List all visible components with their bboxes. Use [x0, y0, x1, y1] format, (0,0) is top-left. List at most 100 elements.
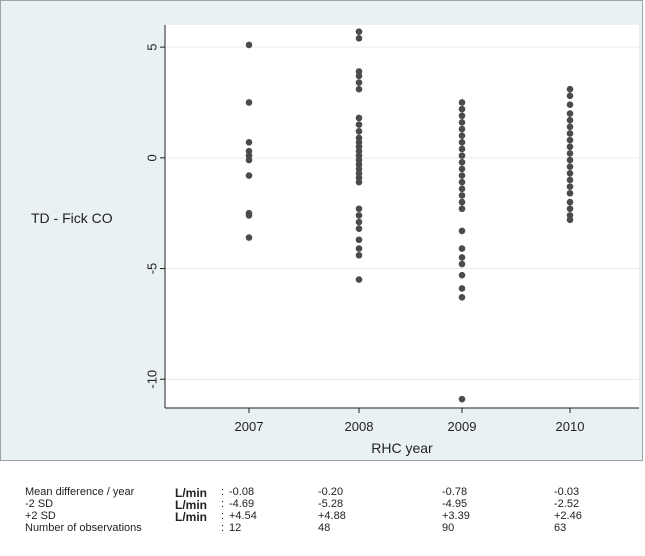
point-2010-13 — [566, 176, 574, 184]
stats-value: 90 — [442, 522, 455, 534]
stats-value: -5.28 — [318, 498, 344, 510]
scatter-plot: 5 0 -5 -10 2007 2008 2009 2010 TD - Fick CO RH… — [31, 25, 639, 456]
stats-table: Mean difference / year L/min: -0.08 -0.20 -0… — [0, 462, 645, 556]
point-2008-22 — [355, 218, 363, 226]
x-axis: 2007 2008 2009 2010 — [165, 407, 639, 434]
point-2009-20 — [458, 260, 466, 268]
point-2009-15 — [458, 198, 466, 206]
point-2010-12 — [566, 170, 574, 177]
stats-colon: : — [221, 486, 225, 498]
plot-area — [165, 25, 639, 408]
stats-value: +4.88 — [318, 510, 346, 522]
point-2010-11 — [566, 163, 574, 170]
point-2008-3 — [355, 72, 363, 80]
point-2010-8 — [566, 143, 574, 151]
point-2008-1 — [355, 34, 363, 42]
point-2009-1 — [458, 105, 466, 113]
stats-row: Number of observations:12 48 90 63 — [0, 522, 645, 536]
point-2010-17 — [566, 205, 574, 213]
point-2010-14 — [566, 183, 574, 190]
point-2007-9 — [245, 234, 253, 241]
stats-value: +4.54 — [229, 510, 257, 522]
point-2010-0 — [566, 85, 574, 93]
point-2010-3 — [566, 110, 574, 117]
point-2009-17 — [458, 227, 466, 235]
stats-label: Number of observations — [25, 522, 142, 534]
point-2007-8 — [245, 212, 253, 219]
stats-row: -2 SD L/min: -4.69 -5.28 -4.95 -2.52 — [0, 498, 645, 512]
point-2008-27 — [355, 276, 363, 283]
y-tick-label: 0 — [144, 154, 159, 161]
point-2009-10 — [458, 165, 466, 173]
stats-colon: : — [221, 510, 225, 522]
y-tick-label: -5 — [144, 263, 159, 275]
stats-value: 48 — [318, 522, 331, 534]
point-2009-7 — [458, 145, 466, 153]
point-2007-0 — [245, 41, 253, 49]
point-2009-3 — [458, 119, 466, 126]
point-2009-22 — [458, 285, 466, 292]
stats-value: 63 — [554, 522, 567, 534]
stats-label: Mean difference / year — [25, 486, 135, 498]
point-2008-20 — [355, 205, 363, 213]
stats-value: -0.78 — [442, 486, 468, 498]
stats-unit: L/min — [175, 498, 207, 512]
stats-value: -2.52 — [554, 498, 580, 510]
point-2008-19 — [355, 178, 363, 186]
stats-value: -0.08 — [229, 486, 255, 498]
point-2009-12 — [458, 178, 466, 186]
point-2009-19 — [458, 254, 466, 261]
stats-colon: : — [221, 522, 225, 534]
point-2008-23 — [355, 225, 363, 232]
point-2009-0 — [458, 99, 466, 106]
chart-frame: 5 0 -5 -10 2007 2008 2009 2010 TD - Fick CO RH… — [0, 0, 643, 461]
point-2007-1 — [245, 99, 253, 106]
stats-unit: L/min — [175, 486, 207, 500]
point-2007-6 — [245, 172, 253, 179]
point-2010-7 — [566, 136, 574, 144]
stats-value: 12 — [229, 522, 242, 534]
point-2009-8 — [458, 152, 466, 159]
point-2008-0 — [355, 28, 363, 35]
stats-value: -0.20 — [318, 486, 344, 498]
point-2009-9 — [458, 158, 466, 166]
point-2009-13 — [458, 185, 466, 193]
point-2009-16 — [458, 205, 466, 213]
point-2010-1 — [566, 92, 574, 100]
x-tick-label: 2007 — [235, 419, 264, 434]
data-points — [245, 28, 574, 403]
stats-row: Mean difference / year L/min: -0.08 -0.20 -0… — [0, 486, 645, 500]
x-tick-label: 2009 — [448, 419, 477, 434]
y-axis: 5 0 -5 -10 — [144, 25, 166, 408]
point-2008-7 — [355, 121, 363, 128]
point-2010-16 — [566, 198, 574, 206]
point-2008-21 — [355, 212, 363, 219]
point-2008-8 — [355, 127, 363, 135]
point-2009-4 — [458, 125, 466, 133]
y-tick-label: -10 — [144, 370, 159, 389]
point-2009-18 — [458, 245, 466, 252]
point-2008-4 — [355, 79, 363, 86]
point-2007-2 — [245, 139, 253, 146]
point-2009-2 — [458, 112, 466, 120]
x-tick-label: 2008 — [345, 419, 374, 434]
point-2009-21 — [458, 271, 466, 279]
point-2008-25 — [355, 245, 363, 252]
point-2010-10 — [566, 156, 574, 164]
point-2010-15 — [566, 189, 574, 197]
stats-value: -0.03 — [554, 486, 580, 498]
point-2008-5 — [355, 85, 363, 93]
point-2010-2 — [566, 101, 574, 108]
stats-value: -4.69 — [229, 498, 255, 510]
point-2008-24 — [355, 236, 363, 244]
gridlines — [165, 46, 639, 380]
stats-value: +2.46 — [554, 510, 582, 522]
point-2010-9 — [566, 150, 574, 157]
point-2009-14 — [458, 192, 466, 199]
stats-label: -2 SD — [25, 498, 54, 510]
stats-value: -4.95 — [442, 498, 468, 510]
point-2010-4 — [566, 116, 574, 124]
point-2008-6 — [355, 114, 363, 122]
y-tick-label: 5 — [144, 44, 159, 51]
y-axis-label: TD - Fick CO — [31, 210, 113, 226]
